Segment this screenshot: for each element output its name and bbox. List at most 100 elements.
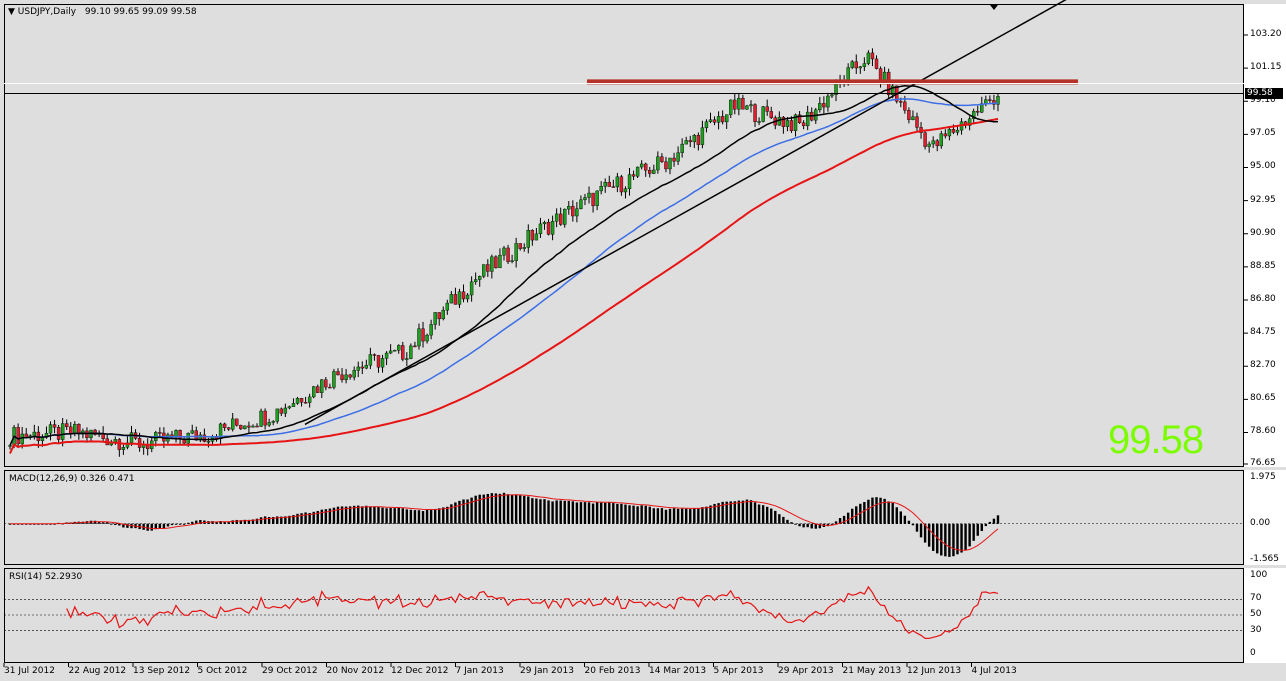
macd-bar (745, 499, 749, 524)
candle-body (486, 264, 490, 272)
macd-bar (401, 508, 404, 524)
macd-bar (721, 501, 724, 524)
macd-bar (235, 519, 238, 524)
candle-body (469, 281, 474, 296)
macd-bar (915, 523, 919, 532)
macd-bar (300, 513, 303, 524)
candle-body (380, 358, 385, 368)
candle-body (765, 106, 769, 112)
candle-body (69, 426, 73, 435)
candle-body (526, 230, 530, 248)
candle-body (967, 118, 972, 126)
candle-body (976, 110, 980, 113)
candle-body (226, 427, 231, 430)
candle-body (60, 423, 65, 440)
chart-shift-marker-icon (990, 5, 998, 10)
macd-title: MACD(12,26,9) 0.326 0.471 (9, 474, 135, 484)
macd-bar (927, 523, 931, 547)
macd-bar (810, 523, 813, 529)
date-axis-label: 14 Mar 2013 (649, 666, 707, 676)
candle-body (206, 441, 211, 443)
macd-bar (482, 494, 485, 524)
menu-triangle-icon[interactable]: ▼ (8, 7, 15, 17)
macd-bar (433, 509, 437, 524)
candle-body (243, 425, 247, 430)
candle-body (332, 371, 336, 388)
candle-body (372, 354, 377, 356)
candle-body (639, 163, 644, 168)
candle-body (506, 247, 510, 262)
candle-body (729, 99, 733, 115)
macd-bar (944, 523, 947, 557)
macd-pane[interactable] (4, 470, 1244, 565)
candle-body (478, 276, 482, 280)
macd-bar (656, 508, 660, 524)
macd-bar (765, 506, 769, 524)
macd-tick-label: 1.975 (1250, 472, 1276, 482)
macd-bar (506, 494, 510, 524)
macd-bar (498, 493, 502, 524)
candle-body (32, 431, 37, 436)
macd-bar (33, 523, 36, 525)
candle-body (862, 63, 867, 67)
candle-body (757, 121, 761, 123)
candle-body (502, 247, 506, 256)
macd-bar (344, 506, 348, 524)
candle-body (656, 156, 660, 171)
candle-body (805, 111, 810, 127)
macd-bar (191, 521, 194, 524)
macd-bar (685, 508, 688, 524)
candle-body (129, 432, 134, 444)
candle-body (733, 99, 737, 110)
candle-body (648, 170, 652, 174)
macd-bar (867, 499, 870, 524)
macd-bar (559, 500, 562, 524)
macd-bar (992, 518, 996, 524)
macd-bar (717, 503, 720, 524)
macd-bar (830, 523, 834, 525)
candle-body (299, 398, 304, 403)
macd-bar (369, 506, 372, 524)
macd-bar (332, 507, 336, 524)
candle-body (789, 120, 794, 131)
ohlc-values: 99.10 99.65 99.09 99.58 (84, 7, 197, 17)
macd-bar (531, 498, 534, 524)
macd-bar (972, 523, 975, 541)
macd-bar (259, 517, 263, 524)
macd-bar (438, 508, 441, 524)
macd-bar (110, 523, 113, 525)
macd-bar (288, 515, 291, 524)
candle-body (558, 213, 563, 225)
candle-body (514, 243, 518, 261)
macd-bar (798, 523, 801, 527)
candle-body (753, 104, 757, 123)
macd-bar (421, 511, 425, 524)
candle-body (65, 423, 69, 428)
macd-bar (97, 521, 101, 524)
macd-bar (247, 519, 251, 524)
candle-body (392, 349, 397, 352)
candle-body (550, 221, 555, 235)
price-tick-label: 101.15 (1250, 62, 1282, 73)
macd-bar (612, 503, 615, 524)
candle-body (627, 174, 632, 189)
macd-bar (907, 520, 911, 524)
candle-body (48, 424, 53, 434)
ma-mid-line (9, 98, 999, 446)
candle-body (16, 427, 20, 445)
candle-body (745, 105, 749, 110)
candle-body (591, 192, 595, 206)
macd-bar (948, 523, 951, 557)
candle-body (465, 294, 470, 300)
price-tick-label: 103.20 (1250, 29, 1282, 39)
rsi-pane[interactable] (4, 568, 1244, 663)
macd-bar (348, 506, 352, 524)
date-axis-label: 22 Aug 2012 (68, 666, 127, 676)
macd-bar (490, 493, 494, 524)
macd-bar (680, 508, 684, 524)
macd-bar (604, 502, 607, 524)
price-tick-label: 99.10 (1250, 95, 1276, 106)
macd-bar (466, 499, 469, 524)
candle-body (923, 132, 927, 147)
